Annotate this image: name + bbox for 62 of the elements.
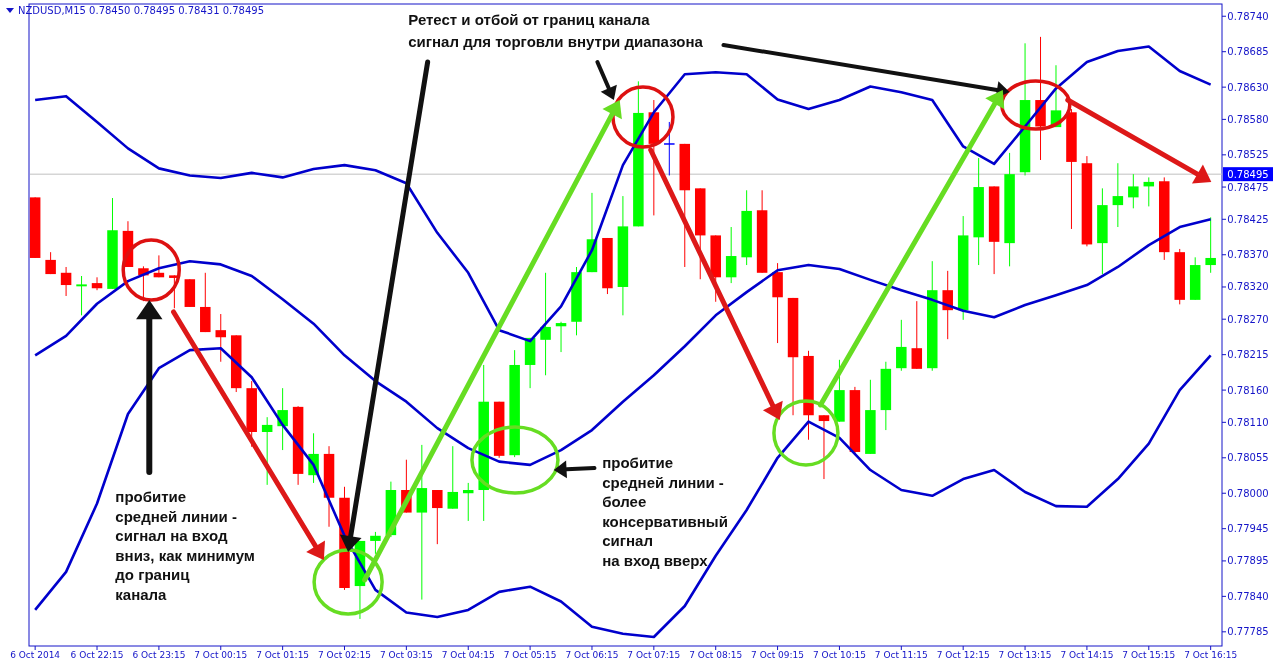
annotation: Ретест и отбой от границ канала сигнал для торговли внутри диапазона bbox=[408, 11, 704, 50]
y-tick-label: 0.77785 bbox=[1227, 626, 1269, 638]
y-tick-label: 0.78215 bbox=[1227, 349, 1269, 361]
x-tick-label: 7 Oct 12:15 bbox=[936, 650, 990, 660]
candlestick bbox=[447, 445, 459, 510]
x-tick-label: 7 Oct 02:15 bbox=[318, 650, 371, 660]
x-tick-label: 7 Oct 15:15 bbox=[1122, 650, 1176, 660]
y-tick-label: 0.78270 bbox=[1227, 313, 1269, 325]
candlestick bbox=[215, 313, 227, 363]
x-tick-label: 7 Oct 03:15 bbox=[379, 650, 433, 660]
x-tick-label: 7 Oct 08:15 bbox=[689, 650, 743, 660]
x-tick-label: 7 Oct 01:15 bbox=[256, 650, 310, 660]
candlestick bbox=[1112, 162, 1124, 228]
y-tick-label: 0.78740 bbox=[1227, 10, 1269, 22]
x-tick-label: 7 Oct 07:15 bbox=[627, 650, 681, 660]
y-tick-label: 0.78370 bbox=[1227, 249, 1269, 261]
candlestick bbox=[818, 414, 830, 480]
y-tick-label: 0.77895 bbox=[1227, 555, 1269, 567]
y-tick-label: 0.78475 bbox=[1227, 181, 1269, 193]
ref-line-label: 0.78495 bbox=[1227, 169, 1269, 181]
x-tick-label: 7 Oct 16:15 bbox=[1184, 650, 1238, 660]
y-tick-label: 0.77840 bbox=[1227, 590, 1269, 602]
x-tick-label: 6 Oct 23:15 bbox=[132, 650, 186, 660]
x-tick-label: 7 Oct 10:15 bbox=[812, 650, 866, 660]
candlestick bbox=[725, 226, 737, 284]
candlestick bbox=[370, 531, 381, 555]
candlestick bbox=[91, 276, 103, 291]
candlestick bbox=[1128, 173, 1139, 209]
candlestick bbox=[60, 266, 72, 297]
x-tick-label: 7 Oct 05:15 bbox=[503, 650, 557, 660]
x-tick-label: 6 Oct 2014 bbox=[10, 650, 61, 660]
candlestick bbox=[540, 272, 551, 376]
annotation: пробитие средней линии - сигнал на вход вниз, как минимум до границ канала bbox=[115, 488, 255, 603]
x-tick-label: 7 Oct 06:15 bbox=[565, 650, 619, 660]
candlestick bbox=[432, 489, 443, 545]
chart-title: NZDUSD,M15 0.78450 0.78495 0.78431 0.78495 bbox=[18, 5, 265, 16]
y-tick-label: 0.78525 bbox=[1227, 149, 1269, 161]
candlestick bbox=[261, 416, 273, 486]
x-tick-label: 7 Oct 11:15 bbox=[874, 650, 928, 660]
candlestick bbox=[76, 275, 87, 316]
candlestick bbox=[911, 300, 923, 370]
y-tick-label: 0.78425 bbox=[1227, 213, 1269, 225]
x-tick-label: 7 Oct 00:15 bbox=[194, 650, 248, 660]
y-tick-label: 0.77945 bbox=[1227, 523, 1269, 535]
x-tick-label: 7 Oct 13:15 bbox=[998, 650, 1052, 660]
candlestick bbox=[896, 319, 907, 372]
y-tick-label: 0.78055 bbox=[1227, 452, 1269, 464]
x-tick-label: 7 Oct 04:15 bbox=[441, 650, 495, 660]
x-tick-label: 6 Oct 22:15 bbox=[70, 650, 124, 660]
x-tick-label: 7 Oct 09:15 bbox=[751, 650, 805, 660]
line-series bbox=[33, 346, 1212, 639]
y-tick-label: 0.78320 bbox=[1227, 281, 1269, 293]
y-tick-label: 0.78000 bbox=[1227, 487, 1269, 499]
candlestick bbox=[1205, 216, 1216, 274]
candlestick bbox=[664, 121, 675, 176]
y-tick-label: 0.78630 bbox=[1227, 81, 1269, 93]
x-tick-label: 7 Oct 14:15 bbox=[1060, 650, 1114, 660]
y-tick-label: 0.78110 bbox=[1227, 416, 1269, 428]
annotation: пробитие средней линии - более консервативный сигнал на вход вверх bbox=[602, 454, 728, 569]
y-tick-label: 0.78160 bbox=[1227, 384, 1269, 396]
y-tick-label: 0.78580 bbox=[1227, 113, 1269, 125]
y-tick-label: 0.78685 bbox=[1227, 46, 1269, 58]
